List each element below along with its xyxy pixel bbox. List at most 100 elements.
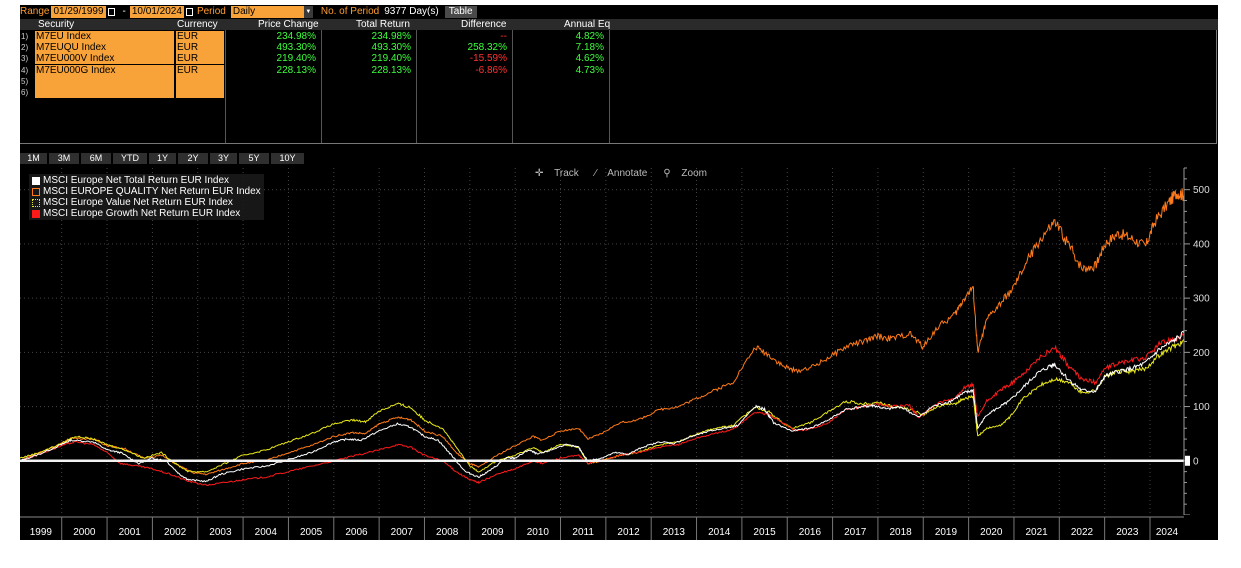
table-row[interactable]: 1) M7EU Index EUR 234.98% 234.98% -- 4.82%: [20, 31, 1218, 42]
x-tick-label: 2005: [300, 527, 323, 538]
period-label: Period: [196, 6, 226, 17]
end-calendar-icon[interactable]: [185, 7, 193, 16]
security-input[interactable]: M7EUQU Index: [35, 42, 174, 54]
x-axis-band: [20, 515, 1218, 540]
period-button-3y[interactable]: 3Y: [210, 153, 237, 164]
cell-price-change: 228.13%: [276, 64, 316, 76]
security-input[interactable]: [35, 87, 174, 98]
legend-swatch: [32, 198, 40, 207]
x-tick-label: 2001: [119, 527, 142, 538]
period-button-1m[interactable]: 1M: [20, 153, 47, 164]
annotate-tool[interactable]: ∕ Annotate: [595, 168, 656, 179]
table-header-row: Security Currency Price Change Total Ret…: [20, 19, 1218, 30]
table-button[interactable]: Table: [444, 5, 477, 18]
currency-input[interactable]: EUR: [176, 31, 224, 42]
x-tick-label: 2012: [617, 527, 640, 538]
x-tick-label: 2008: [436, 527, 459, 538]
col-divider: [512, 30, 513, 143]
legend-entry[interactable]: MSCI Europe Growth Net Return EUR Index: [32, 208, 261, 219]
legend-swatch: [32, 176, 40, 185]
y-tick-label: 500: [1193, 185, 1210, 196]
start-calendar-icon[interactable]: [107, 7, 115, 16]
currency-input[interactable]: EUR: [176, 53, 224, 65]
end-date-input[interactable]: 10/01/2024: [129, 5, 184, 18]
range-label: Range: [20, 6, 50, 17]
currency-input[interactable]: [176, 87, 224, 98]
period-button-5y[interactable]: 5Y: [239, 153, 269, 164]
cell-total-return: 219.40%: [371, 53, 411, 65]
currency-input[interactable]: EUR: [176, 42, 224, 54]
period-button-bar: 1M 3M 6M YTD 1Y 2Y 3Y 5Y 10Y: [20, 153, 306, 164]
legend-entry[interactable]: MSCI Europe Value Net Return EUR Index: [32, 197, 261, 208]
table-row[interactable]: 4) M7EU000G Index EUR 228.13% 228.13% -6.86% 4…: [20, 64, 1218, 76]
start-date-input[interactable]: 01/29/1999: [51, 5, 106, 18]
x-tick-label: 2013: [663, 527, 686, 538]
line-chart[interactable]: 0 100 200 300 400 500 1999 2000 2001 2002 2003 2004…: [20, 5, 1218, 540]
col-total-return[interactable]: Total Return: [356, 19, 410, 30]
col-security[interactable]: Security: [38, 19, 75, 30]
legend-entry[interactable]: MSCI Europe Net Total Return EUR Index: [32, 175, 261, 186]
period-button-2y[interactable]: 2Y: [178, 153, 208, 164]
x-tick-label: 2021: [1026, 527, 1049, 538]
series-line-3: [20, 339, 1185, 473]
period-button-1y[interactable]: 1Y: [149, 153, 176, 164]
period-button-10y[interactable]: 10Y: [271, 153, 304, 164]
x-tick-label: 2024: [1156, 527, 1179, 538]
x-tick-label: 2014: [708, 527, 731, 538]
row-number: 3): [21, 54, 29, 64]
col-annual-eq[interactable]: Annual Eq: [564, 19, 611, 30]
securities-table: Security Currency Price Change Total Ret…: [20, 19, 1218, 145]
cell-annual-eq: 4.82%: [575, 31, 604, 42]
period-dropdown[interactable]: Daily ▼: [230, 5, 313, 18]
header-bar: Range 01/29/1999 - 10/01/2024 Period Dai…: [20, 5, 1218, 18]
currency-input[interactable]: EUR: [176, 64, 224, 76]
zoom-tool[interactable]: ⚲ Zoom: [663, 168, 715, 179]
legend-swatch: [32, 187, 40, 196]
legend-swatch: [32, 209, 40, 218]
table-row[interactable]: 2) M7EUQU Index EUR 493.30% 493.30% 258.32% 7.…: [20, 42, 1218, 54]
legend-entry[interactable]: MSCI EUROPE QUALITY Net Return EUR Index: [32, 186, 261, 197]
table-row[interactable]: 5): [20, 75, 1218, 87]
cell-total-return: 493.30%: [371, 42, 411, 54]
security-input[interactable]: M7EU Index: [35, 31, 174, 42]
cell-difference: --: [500, 31, 507, 42]
col-difference[interactable]: Difference: [461, 19, 507, 30]
series-line-2: [20, 188, 1185, 476]
y-tick-label: 400: [1193, 239, 1210, 250]
zoom-label: Zoom: [681, 168, 707, 179]
security-input[interactable]: M7EU000G Index: [35, 64, 174, 76]
series-line-1: [20, 330, 1185, 483]
x-tick-label: 2017: [844, 527, 867, 538]
cell-price-change: 234.98%: [276, 31, 316, 42]
currency-input[interactable]: [176, 75, 224, 87]
x-tick-label: 2022: [1071, 527, 1094, 538]
x-tick-label: 1999: [30, 527, 53, 538]
track-tool[interactable]: ✛ Track: [535, 168, 587, 179]
table-row[interactable]: 6): [20, 87, 1218, 98]
x-tick-label: 2006: [345, 527, 368, 538]
chevron-down-icon[interactable]: ▼: [303, 5, 313, 18]
period-button-3m[interactable]: 3M: [49, 153, 79, 164]
x-tick-label: 2000: [73, 527, 96, 538]
col-price-change[interactable]: Price Change: [258, 19, 319, 30]
security-input[interactable]: M7EU000V Index: [35, 53, 174, 65]
col-divider: [225, 30, 226, 143]
table-row[interactable]: 3) M7EU000V Index EUR 219.40% 219.40% -15.59%…: [20, 53, 1218, 65]
period-button-6m[interactable]: 6M: [81, 153, 111, 164]
legend-label: MSCI Europe Value Net Return EUR Index: [43, 197, 233, 208]
security-input[interactable]: [35, 75, 174, 87]
x-tick-label: 2011: [572, 527, 594, 538]
cell-total-return: 234.98%: [371, 31, 411, 42]
cell-difference: 258.32%: [467, 42, 507, 54]
col-currency[interactable]: Currency: [177, 19, 218, 30]
series-line-4: [20, 333, 1185, 487]
legend-label: MSCI Europe Growth Net Return EUR Index: [43, 208, 241, 219]
cell-difference: -6.86%: [475, 64, 507, 76]
x-tick-label: 2010: [527, 527, 550, 538]
chart-tools: ✛ Track ∕ Annotate ⚲ Zoom: [535, 168, 723, 179]
table-border: [1216, 30, 1217, 143]
x-tick-label: 2018: [889, 527, 912, 538]
period-button-ytd[interactable]: YTD: [113, 153, 147, 164]
x-tick-label: 2016: [799, 527, 822, 538]
col-divider: [321, 30, 322, 143]
